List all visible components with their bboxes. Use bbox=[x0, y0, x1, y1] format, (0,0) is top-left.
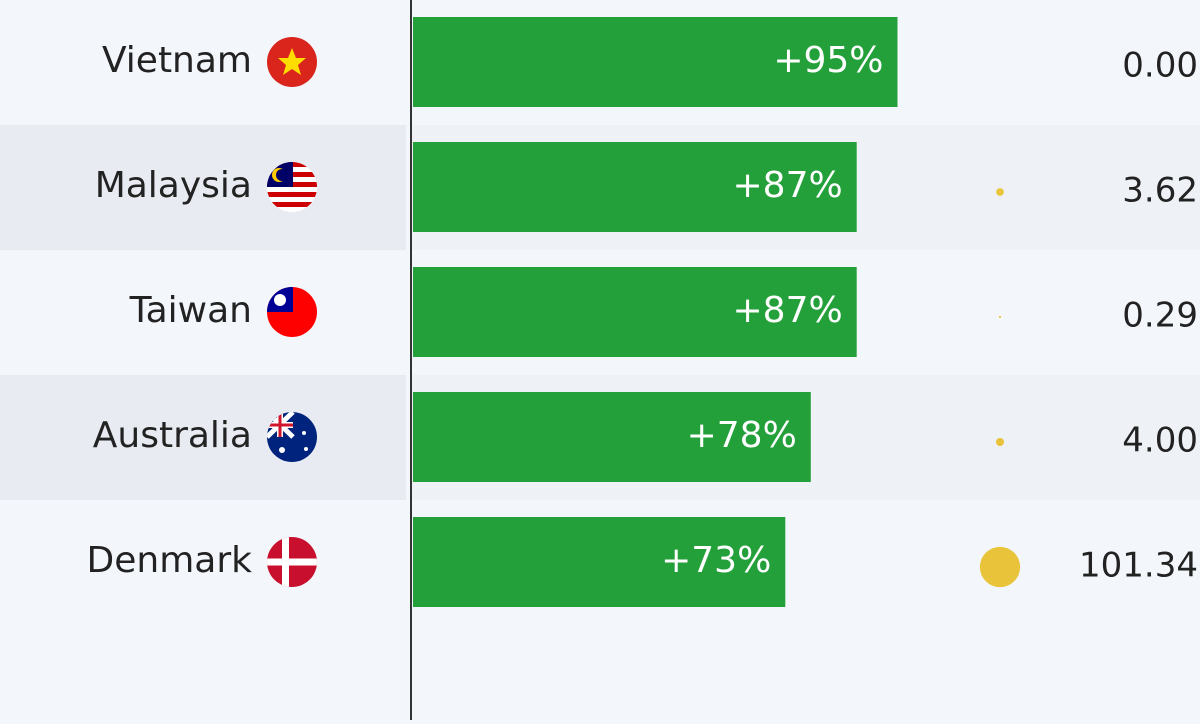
flag bbox=[267, 162, 317, 212]
bubble bbox=[996, 188, 1004, 196]
bubble-label: 3.62 bbox=[1122, 171, 1198, 211]
flag-part bbox=[267, 207, 317, 212]
row-band bbox=[0, 375, 406, 500]
value-label: +95% bbox=[773, 40, 883, 81]
category-label: Denmark bbox=[87, 540, 253, 581]
flag-part bbox=[267, 187, 317, 192]
bar bbox=[413, 267, 857, 357]
flag-part bbox=[276, 169, 288, 181]
bar bbox=[413, 142, 857, 232]
bubble bbox=[998, 315, 1002, 319]
flag-part bbox=[302, 431, 306, 435]
bar bbox=[413, 17, 898, 107]
bubble-label: 0.29 bbox=[1122, 296, 1198, 336]
flag bbox=[267, 412, 317, 462]
flag-part bbox=[279, 447, 285, 453]
category-label: Taiwan bbox=[129, 290, 252, 331]
bubble bbox=[996, 438, 1004, 446]
bubble-label: 101.34 bbox=[1079, 546, 1198, 586]
flag-part bbox=[267, 192, 317, 197]
bubble-label: 4.00 bbox=[1122, 421, 1198, 461]
category-label: Vietnam bbox=[102, 40, 252, 81]
row-band bbox=[0, 125, 406, 250]
category-label: Malaysia bbox=[95, 165, 252, 206]
value-label: +87% bbox=[733, 165, 843, 206]
flag bbox=[267, 537, 317, 587]
bubble bbox=[979, 546, 1021, 588]
value-label: +87% bbox=[733, 290, 843, 331]
flag-part bbox=[267, 202, 317, 207]
bar bbox=[413, 392, 811, 482]
flag-part bbox=[267, 558, 317, 566]
flag-part bbox=[274, 294, 286, 306]
flag bbox=[267, 37, 317, 87]
value-label: +73% bbox=[661, 540, 771, 581]
flag-part bbox=[304, 447, 308, 451]
bubble-label: 0.00 bbox=[1122, 46, 1198, 86]
category-label: Australia bbox=[93, 415, 252, 456]
flag bbox=[267, 287, 317, 337]
bar bbox=[413, 517, 786, 607]
flag-part bbox=[267, 197, 317, 202]
flag-part bbox=[278, 48, 306, 75]
flag-part bbox=[267, 412, 293, 437]
value-label: +78% bbox=[687, 415, 797, 456]
